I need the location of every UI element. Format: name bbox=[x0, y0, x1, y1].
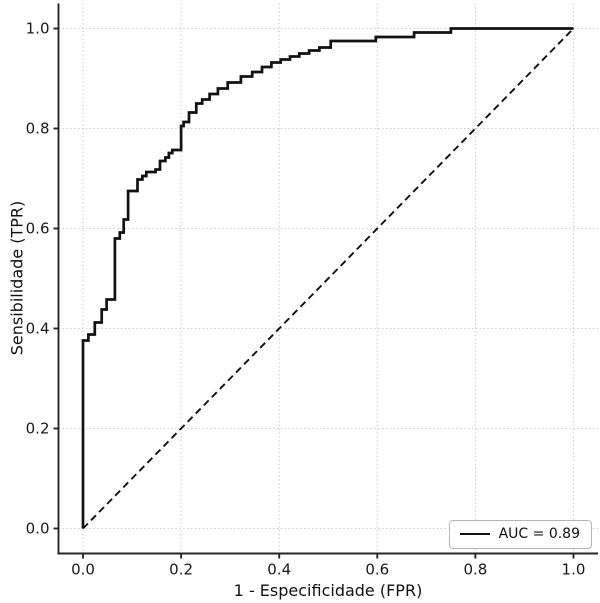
y-tick-label: 0.0 bbox=[26, 520, 50, 538]
legend-line-sample bbox=[459, 533, 490, 535]
legend: AUC = 0.89 bbox=[448, 520, 592, 549]
roc-curve bbox=[81, 27, 574, 529]
y-tick-label: 1.0 bbox=[26, 20, 50, 38]
x-tick-label: 0.0 bbox=[71, 561, 95, 579]
tick-labels: 0.0 0.2 0.4 0.6 0.8 1.0 0.0 0.2 0.4 0.6 0.8 1.0 bbox=[26, 20, 586, 579]
x-tick-label: 1.0 bbox=[562, 561, 586, 579]
axes-spines bbox=[57, 3, 598, 555]
y-tick-label: 0.8 bbox=[26, 120, 50, 138]
x-tick-label: 0.2 bbox=[169, 561, 193, 579]
chance-diagonal bbox=[82, 27, 575, 530]
y-tick-label: 0.4 bbox=[26, 320, 50, 338]
y-tick-label: 0.6 bbox=[26, 220, 50, 238]
legend-label: AUC = 0.89 bbox=[498, 526, 580, 542]
x-tick-label: 0.8 bbox=[463, 561, 487, 579]
y-tick-label: 0.2 bbox=[26, 420, 50, 438]
y-axis-label: Sensibilidade (TPR) bbox=[7, 200, 27, 356]
x-tick-label: 0.6 bbox=[365, 561, 389, 579]
x-axis-label: 1 - Especificidade (FPR) bbox=[233, 581, 423, 600]
tick-marks bbox=[53, 27, 575, 559]
x-tick-label: 0.4 bbox=[267, 561, 291, 579]
